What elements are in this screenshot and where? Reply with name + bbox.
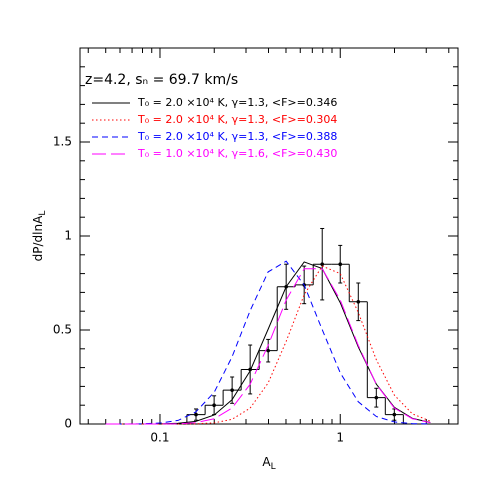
y-label-sub: L	[38, 211, 48, 216]
data-point	[374, 395, 379, 400]
data-point	[266, 348, 270, 353]
series-line	[105, 265, 431, 425]
series-line	[105, 268, 431, 425]
legend-label: T₀ = 1.0 ×10⁴ K, γ=1.6, <F>=0.430	[137, 147, 337, 160]
data-point	[212, 403, 216, 408]
data-point	[392, 412, 397, 417]
x-label-sub: L	[271, 462, 276, 472]
x-axis-label: AL	[262, 455, 275, 472]
legend-label: T₀ = 2.0 ×10⁴ K, γ=1.3, <F>=0.388	[137, 130, 337, 143]
series-line	[105, 261, 431, 425]
data-point	[356, 300, 361, 304]
series-line	[105, 260, 431, 425]
y-tick-label: 0.5	[53, 323, 72, 337]
x-label-main: A	[262, 455, 271, 469]
data-point	[320, 262, 325, 267]
y-tick-label: 1.5	[53, 135, 72, 149]
y-tick-label: 0	[64, 417, 72, 431]
y-label-main: dP/dlnA	[31, 215, 45, 261]
annotation: z=4.2, sₙ = 69.7 km/s	[85, 72, 238, 88]
data-point	[194, 412, 198, 417]
x-tick-label: 1	[336, 431, 344, 445]
x-tick-label: 0.1	[150, 431, 169, 445]
data-point	[230, 388, 234, 392]
y-tick-label: 1	[64, 229, 72, 243]
data-point	[338, 262, 343, 267]
y-axis-label: dP/dlnAL	[31, 211, 48, 262]
legend-label: T₀ = 2.0 ×10⁴ K, γ=1.3, <F>=0.346	[137, 96, 337, 109]
legend-label: T₀ = 2.0 ×10⁴ K, γ=1.3, <F>=0.304	[137, 113, 337, 126]
